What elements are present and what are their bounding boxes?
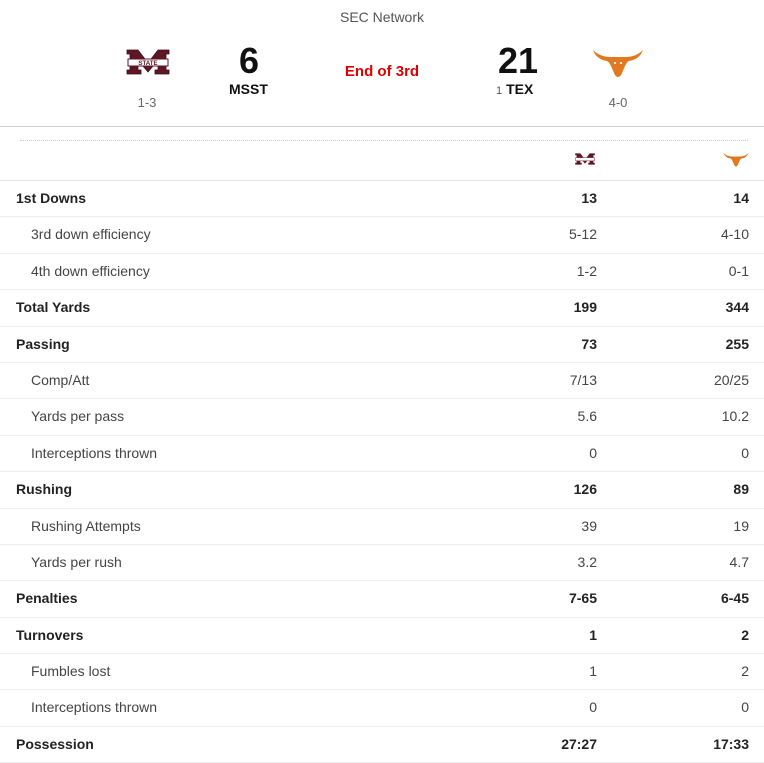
- texas-longhorn-logo-icon[interactable]: [592, 46, 644, 78]
- broadcast-network: SEC Network: [339, 9, 425, 25]
- stat-row: Fumbles lost 1 2: [0, 654, 764, 691]
- stat-row: Yards per rush 3.2 4.7: [0, 545, 764, 582]
- stats-rows: 1st Downs 13 14 3rd down efficiency 5-12 4-10…: [0, 181, 764, 763]
- stat-row: Passing 73 255: [0, 327, 764, 363]
- home-stat-value: 0: [741, 444, 749, 461]
- mississippi-state-logo-icon[interactable]: STATE: [124, 47, 172, 77]
- stat-label: Interceptions thrown: [31, 699, 158, 716]
- away-stat-value: 13: [581, 190, 597, 206]
- stat-label: 4th down efficiency: [31, 262, 150, 279]
- stat-row: Comp/Att 7/13 20/25: [0, 363, 764, 400]
- home-team-record: 4-0: [608, 95, 628, 110]
- home-stat-value: 20/25: [713, 371, 749, 388]
- away-team-record: 1-3: [137, 95, 157, 110]
- stat-label: Fumbles lost: [31, 663, 111, 680]
- away-stat-value: 7-65: [568, 590, 597, 607]
- stat-label: 1st Downs: [16, 190, 87, 206]
- stat-row: Rushing 126 89: [0, 472, 764, 509]
- away-team-score: 6: [238, 40, 260, 81]
- stat-label: 3rd down efficiency: [31, 226, 151, 243]
- away-stat-value: 0: [589, 444, 597, 461]
- stats-table-header: [0, 126, 764, 181]
- stat-label: Rushing: [16, 481, 72, 498]
- stat-row: Interceptions thrown 0 0: [0, 690, 764, 727]
- home-team-rank: 1: [496, 85, 503, 97]
- mississippi-state-small-logo-icon: [573, 152, 597, 166]
- home-stat-value: 10.2: [721, 408, 749, 425]
- home-stat-value: 89: [733, 481, 749, 498]
- home-stat-value: 17:33: [713, 735, 749, 752]
- stat-label: Turnovers: [16, 626, 84, 643]
- home-stat-value: 0-1: [728, 262, 749, 279]
- stat-row: Yards per pass 5.6 10.2: [0, 399, 764, 436]
- home-stat-value: 2: [741, 663, 749, 680]
- stat-row: Rushing Attempts 39 19: [0, 509, 764, 545]
- stat-row: 4th down efficiency 1-2 0-1: [0, 254, 764, 291]
- texas-longhorn-small-logo-icon: [723, 151, 749, 167]
- away-stat-value: 1: [589, 663, 597, 680]
- home-team-abbr: TEX: [506, 81, 534, 97]
- away-stat-value: 27:27: [561, 735, 597, 752]
- away-stat-value: 5.6: [577, 408, 597, 425]
- away-stat-value: 1-2: [576, 262, 597, 279]
- stat-label: Yards per rush: [31, 553, 122, 570]
- divider: [20, 140, 748, 141]
- away-stat-value: 0: [589, 699, 597, 716]
- away-stat-value: 5-12: [568, 226, 597, 243]
- stat-label: Yards per pass: [31, 408, 125, 425]
- home-team-name[interactable]: 1 TEX: [496, 81, 533, 97]
- scoreboard-header: SEC Network STATE 1-3 6 MSST End of 3rd …: [0, 0, 764, 127]
- stat-label: Passing: [16, 335, 70, 352]
- home-stat-value: 14: [733, 190, 749, 206]
- stat-row: Turnovers 1 2: [0, 618, 764, 655]
- svg-text:STATE: STATE: [138, 60, 157, 67]
- away-stat-value: 126: [573, 481, 597, 498]
- stat-label: Penalties: [16, 590, 78, 607]
- stat-row: Interceptions thrown 0 0: [0, 436, 764, 473]
- home-stat-value: 0: [741, 699, 749, 716]
- away-stat-value: 73: [581, 335, 597, 352]
- home-stat-value: 255: [725, 335, 749, 352]
- stat-row: 3rd down efficiency 5-12 4-10: [0, 217, 764, 254]
- stat-row: Possession 27:27 17:33: [0, 727, 764, 763]
- home-stat-value: 19: [733, 517, 749, 534]
- stat-label: Rushing Attempts: [31, 517, 141, 534]
- home-stat-value: 4.7: [729, 553, 749, 570]
- home-stat-value: 4-10: [720, 226, 749, 243]
- away-team-abbr[interactable]: MSST: [229, 81, 268, 97]
- team-stats-table: 1st Downs 13 14 3rd down efficiency 5-12 4-10…: [0, 126, 764, 763]
- away-stat-value: 7/13: [569, 371, 597, 388]
- stat-row: 1st Downs 13 14: [0, 181, 764, 218]
- stat-label: Comp/Att: [31, 371, 90, 388]
- home-team-score: 21: [497, 40, 539, 81]
- away-stat-value: 1: [589, 626, 597, 643]
- home-stat-value: 2: [741, 626, 749, 643]
- stat-row: Total Yards 199 344: [0, 290, 764, 327]
- home-stat-value: 6-45: [720, 590, 749, 607]
- stat-label: Possession: [16, 735, 94, 752]
- away-stat-value: 39: [581, 517, 597, 534]
- game-status: End of 3rd: [344, 63, 420, 80]
- stat-label: Interceptions thrown: [31, 444, 158, 461]
- stat-row: Penalties 7-65 6-45: [0, 581, 764, 618]
- home-stat-value: 344: [725, 299, 749, 316]
- away-stat-value: 3.2: [577, 553, 597, 570]
- stat-label: Total Yards: [16, 299, 91, 316]
- away-stat-value: 199: [573, 299, 597, 316]
